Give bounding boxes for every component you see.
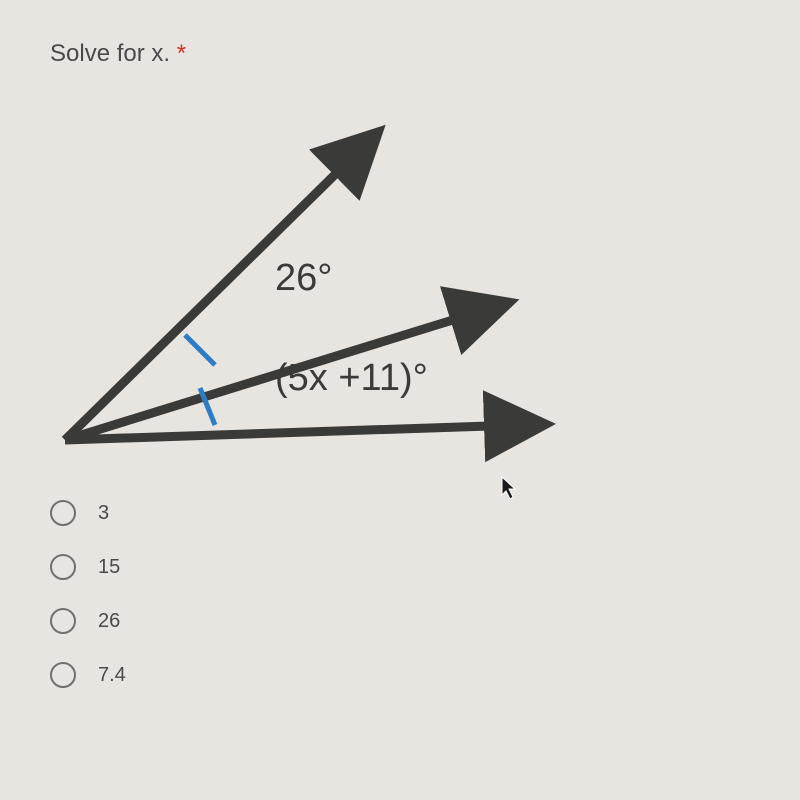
radio-icon[interactable] — [50, 554, 76, 580]
option-label: 26 — [98, 610, 120, 633]
angle-diagram: 26° (5x +11)° — [40, 120, 560, 470]
option-row[interactable]: 26 — [50, 608, 126, 634]
radio-icon[interactable] — [50, 500, 76, 526]
question-text: Solve for x. * — [50, 40, 186, 68]
required-asterisk: * — [177, 40, 186, 67]
radio-icon[interactable] — [50, 608, 76, 634]
options-list: 3 15 26 7.4 — [50, 500, 126, 716]
cursor-icon — [500, 475, 518, 501]
radio-icon[interactable] — [50, 662, 76, 688]
ray-bottom — [65, 425, 520, 440]
angle-label-bottom: (5x +11)° — [275, 357, 428, 399]
option-label: 3 — [98, 502, 109, 525]
option-label: 15 — [98, 556, 120, 579]
option-row[interactable]: 3 — [50, 500, 126, 526]
tick-top-angle — [185, 335, 215, 365]
option-label: 7.4 — [98, 664, 126, 687]
angle-label-top: 26° — [275, 257, 332, 299]
question-label: Solve for x. — [50, 40, 170, 67]
option-row[interactable]: 7.4 — [50, 662, 126, 688]
option-row[interactable]: 15 — [50, 554, 126, 580]
